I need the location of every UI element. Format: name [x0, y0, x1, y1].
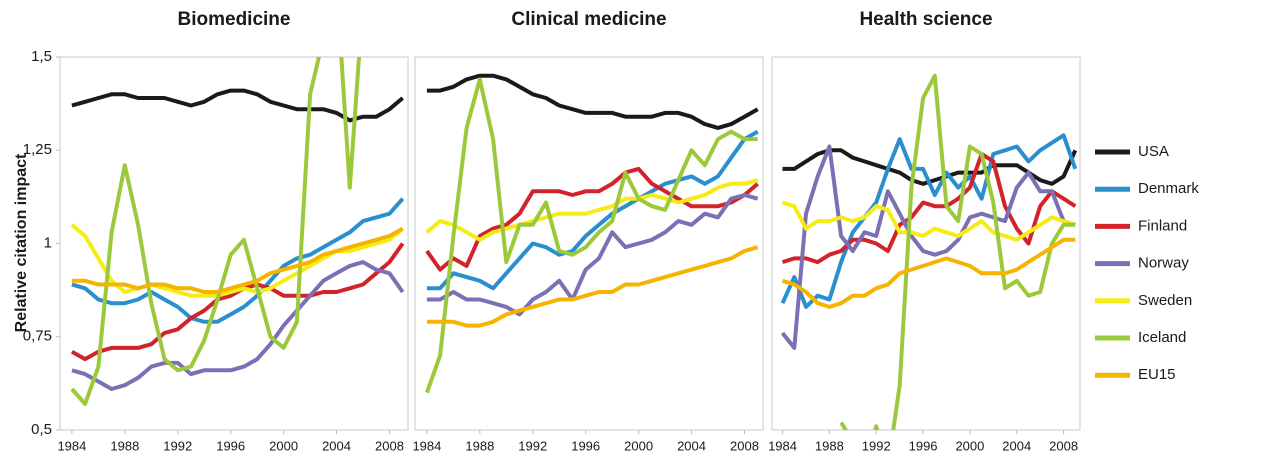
x-tick-label: 2008 [1049, 438, 1078, 453]
x-tick-label: 2000 [624, 438, 653, 453]
panel-title: Biomedicine [178, 9, 291, 30]
series-line [426, 129, 759, 291]
x-tick-label: 1988 [110, 438, 139, 453]
series-line [71, 88, 404, 123]
panel-frame [59, 56, 409, 431]
series-line [71, 226, 404, 294]
x-tick-label: 1988 [815, 438, 844, 453]
series-line [781, 237, 1076, 309]
x-tick-label: 1996 [216, 438, 245, 453]
series-line [780, 133, 1078, 309]
series-line [839, 73, 1076, 430]
legend-label: Denmark [1138, 180, 1199, 197]
y-axis-label: Relative citation impact [13, 153, 30, 332]
x-tick-label: 2000 [955, 438, 984, 453]
panel-frame [771, 56, 1081, 431]
y-tick-label: 1 [44, 234, 52, 251]
x-tick-label: 2000 [269, 438, 298, 453]
x-tick-label: 1992 [163, 438, 192, 453]
y-tick-label: 0,5 [31, 421, 52, 438]
series-line [71, 197, 405, 324]
series-line [426, 245, 759, 328]
x-tick-label: 1984 [412, 438, 441, 453]
y-tick-label: 1,5 [31, 48, 52, 65]
series-line [781, 200, 1076, 242]
x-tick-label: 2004 [1002, 438, 1031, 453]
series-group [70, 57, 405, 406]
x-tick-label: 2004 [677, 438, 706, 453]
x-tick-label: 2008 [730, 438, 759, 453]
y-tick-label: 1,25 [23, 141, 52, 158]
series-line [71, 260, 405, 391]
x-tick-label: 2004 [322, 438, 351, 453]
series-line [781, 152, 1077, 265]
legend-label: Norway [1138, 255, 1189, 272]
series-line [426, 73, 759, 130]
series-line [780, 144, 1076, 350]
panel-title: Health science [859, 9, 992, 30]
legend-label: Iceland [1138, 329, 1186, 346]
series-group [780, 73, 1078, 430]
legend-label: EU15 [1138, 366, 1176, 383]
y-tick-label: 0,75 [23, 328, 52, 345]
panel-frame [414, 56, 764, 431]
x-tick-label: 1984 [768, 438, 797, 453]
x-tick-label: 1984 [57, 438, 86, 453]
series-line [70, 57, 362, 406]
legend-label: USA [1138, 143, 1169, 160]
series-line [70, 223, 404, 298]
legend-label: Finland [1138, 217, 1187, 234]
x-tick-label: 1992 [518, 438, 547, 453]
series-line [425, 166, 759, 272]
series-line [425, 178, 759, 242]
x-tick-label: 1988 [465, 438, 494, 453]
series-line [425, 77, 758, 394]
x-tick-label: 1992 [862, 438, 891, 453]
series-line [426, 193, 759, 317]
x-tick-label: 2008 [375, 438, 404, 453]
x-tick-label: 1996 [909, 438, 938, 453]
x-tick-label: 1996 [571, 438, 600, 453]
legend-label: Sweden [1138, 292, 1192, 309]
panel-title: Clinical medicine [511, 9, 666, 30]
series-group [425, 73, 759, 394]
